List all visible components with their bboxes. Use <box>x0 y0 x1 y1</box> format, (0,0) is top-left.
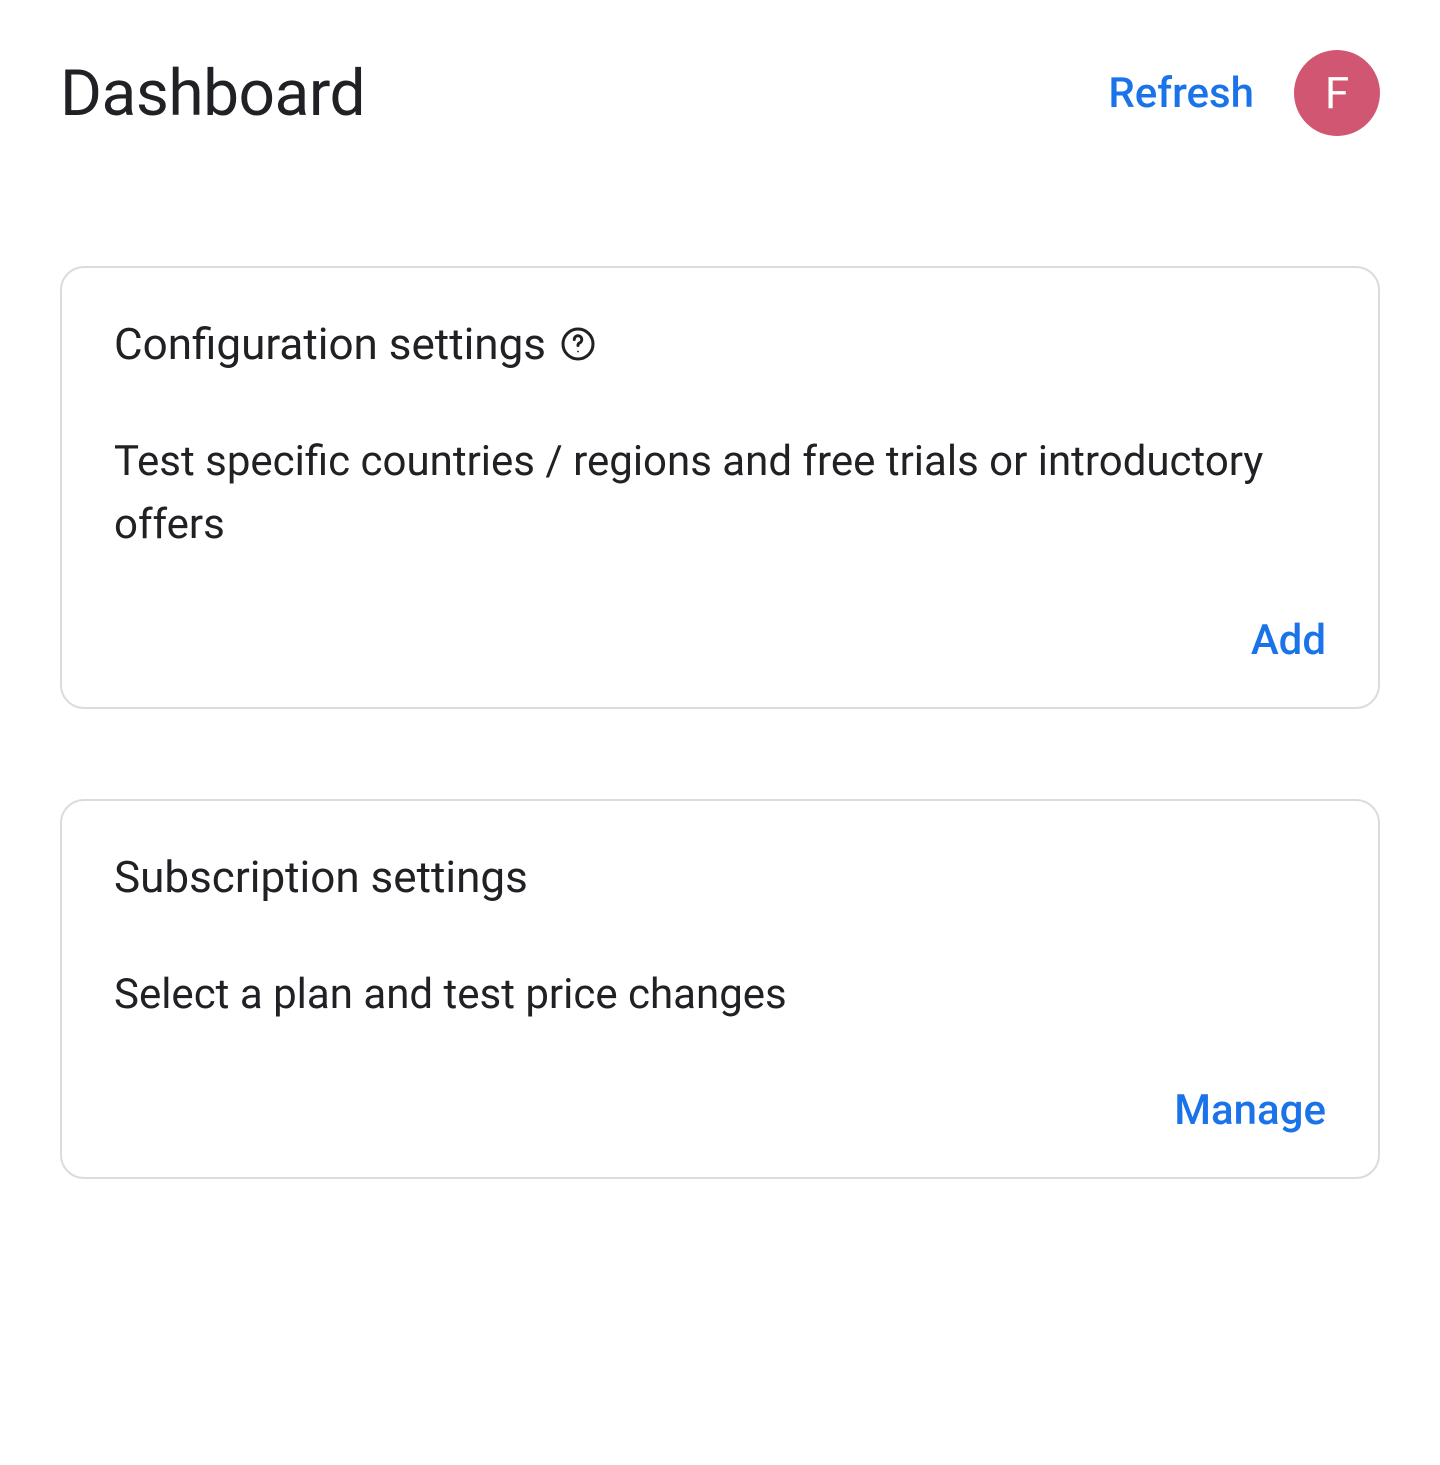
page-title: Dashboard <box>60 56 1108 131</box>
configuration-settings-card: Configuration settings Test specific cou… <box>60 266 1380 709</box>
add-button[interactable]: Add <box>1251 616 1326 665</box>
subscription-card-title: Subscription settings <box>114 851 528 903</box>
card-action-row: Manage <box>114 1086 1326 1135</box>
subscription-card-description: Select a plan and test price changes <box>114 963 1326 1026</box>
configuration-card-title: Configuration settings <box>114 318 546 370</box>
refresh-button[interactable]: Refresh <box>1108 69 1254 118</box>
help-icon[interactable] <box>560 326 596 362</box>
manage-button[interactable]: Manage <box>1174 1086 1326 1135</box>
card-title-row: Subscription settings <box>114 851 1326 903</box>
card-title-row: Configuration settings <box>114 318 1326 370</box>
header-right: Refresh F <box>1108 50 1380 136</box>
avatar[interactable]: F <box>1294 50 1380 136</box>
subscription-settings-card: Subscription settings Select a plan and … <box>60 799 1380 1179</box>
header-left: Dashboard <box>60 56 1108 131</box>
configuration-card-description: Test specific countries / regions and fr… <box>114 430 1326 556</box>
page-header: Dashboard Refresh F <box>60 50 1380 136</box>
card-action-row: Add <box>114 616 1326 665</box>
